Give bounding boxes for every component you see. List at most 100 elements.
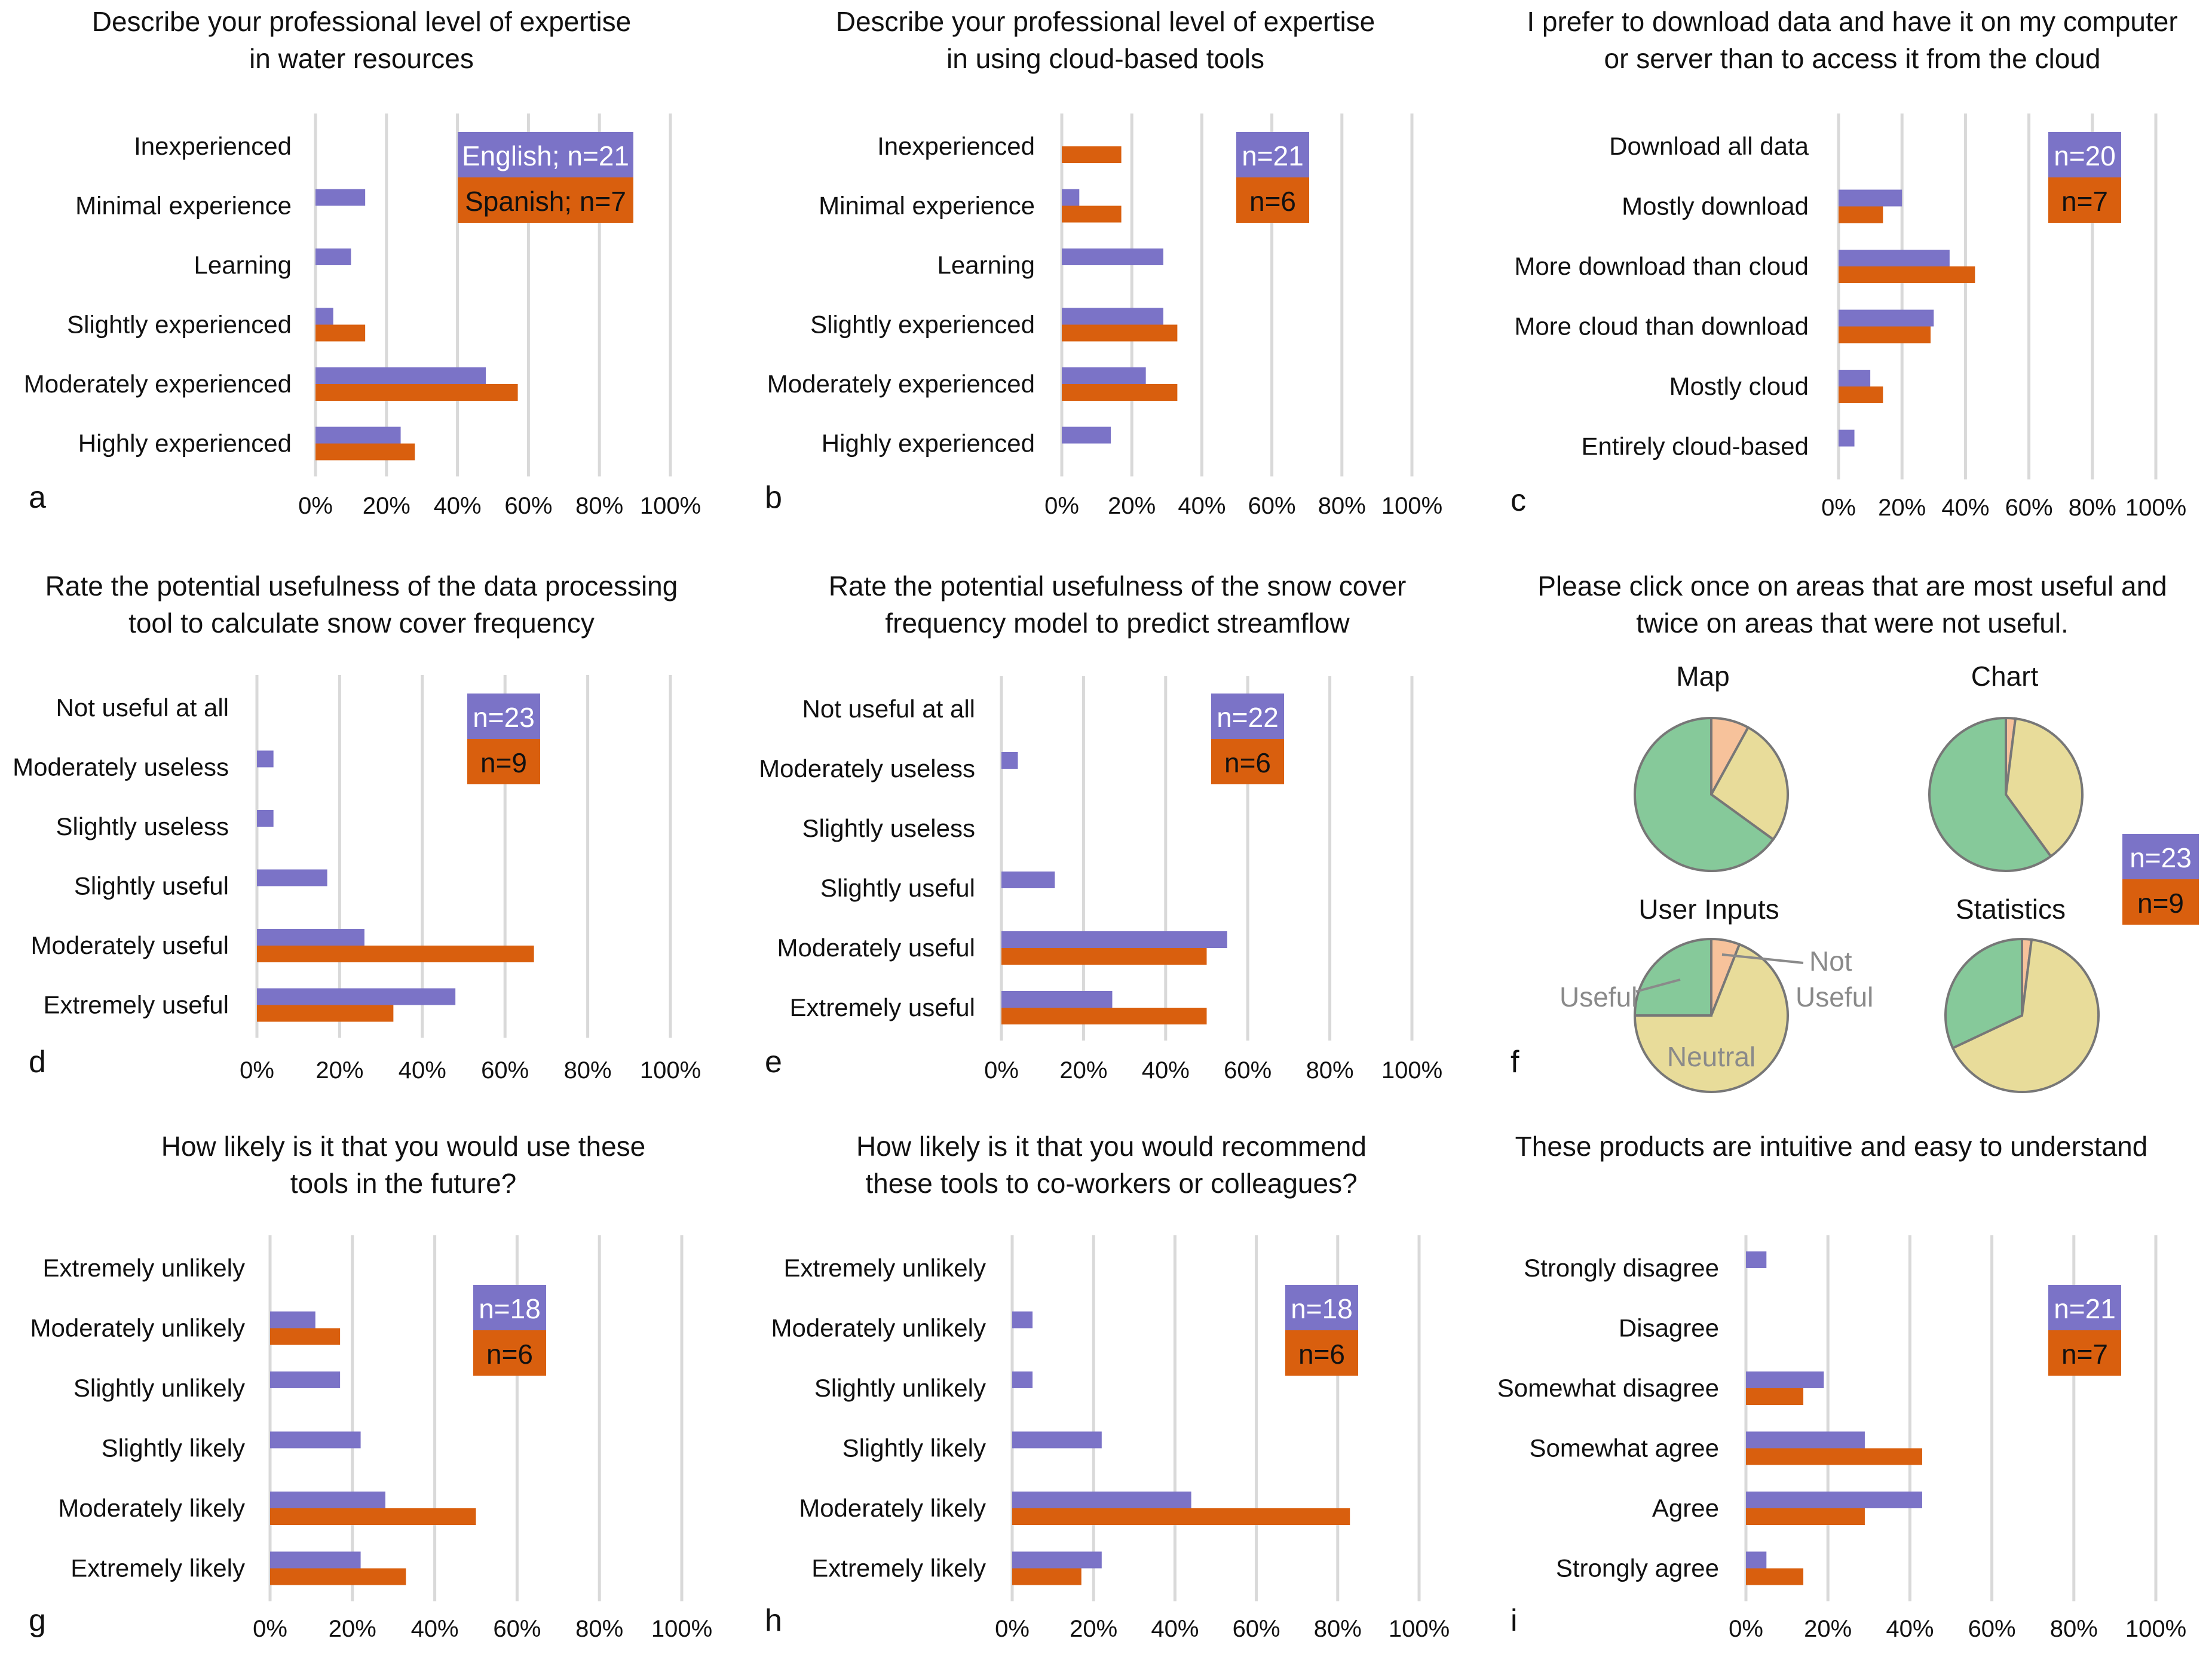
category-label: Learning [938,251,1035,279]
bar-english [257,750,274,768]
pie-annotation-not-useful: Useful [1796,981,1873,1012]
bar-spanish [315,324,366,342]
x-tick-label: 80% [575,1616,623,1642]
pie-title: Chart [1971,661,2039,692]
bar-english [315,189,366,206]
bar-spanish [1746,1508,1865,1525]
pie-slice-neutral [1951,938,2100,1093]
bar-spanish [270,1568,406,1585]
legend-spanish-swatch [2122,879,2199,925]
category-label: Slightly likely [102,1434,245,1462]
bar-spanish [1062,146,1122,163]
panel-label: i [1511,1603,1518,1638]
category-label: Moderately experienced [24,370,292,398]
bar-spanish [1839,206,1883,223]
bar-spanish [1839,326,1931,343]
bar-spanish [1839,266,1975,283]
panel-a: Describe your professional level of expe… [24,6,701,519]
legend-spanish-label: n=6 [486,1339,533,1370]
legend-english-label: n=21 [1242,140,1304,171]
legend-english-label: n=23 [473,702,535,733]
bar-spanish [1062,324,1178,342]
category-label: Moderately useless [759,754,975,783]
x-tick-label: 20% [1804,1616,1852,1642]
chart-title: Describe your professional level of expe… [92,6,632,37]
category-label: Moderately useful [30,931,229,959]
panel-label: a [29,480,46,515]
category-label: Extremely likely [71,1554,245,1582]
panel-f: Please click once on areas that are most… [1511,570,2199,1093]
bar-spanish [1062,384,1178,401]
chart-title: Please click once on areas that are most… [1537,570,2167,602]
panel-e: Rate the potential usefulness of the sno… [759,570,1442,1084]
pie-title: Map [1676,661,1729,692]
pie-annotation-not-useful: Not [1809,946,1852,977]
x-tick-label: 0% [1044,493,1079,519]
bar-english [1839,250,1950,266]
category-label: Moderately likely [58,1494,245,1522]
chart-title: Rate the potential usefulness of the sno… [829,570,1407,602]
legend-spanish-label: n=9 [2137,888,2184,919]
legend-english-swatch [2122,834,2199,879]
legend-english-swatch [1285,1285,1358,1330]
bar-english [270,1492,385,1508]
bar-english [1001,872,1055,888]
x-tick-label: 60% [1224,1057,1272,1084]
legend-english-label: n=23 [2130,842,2192,873]
x-tick-label: 40% [434,493,482,519]
legend-spanish-label: n=9 [480,747,527,778]
category-label: Slightly experienced [810,311,1035,339]
x-tick-label: 20% [1108,493,1156,519]
bar-english [1062,308,1163,325]
panel-c: I prefer to download data and have it on… [1511,6,2186,521]
x-tick-label: 100% [640,493,701,519]
chart-title: frequency model to predict streamflow [885,607,1350,639]
panel-label: d [29,1045,46,1079]
bar-english [270,1371,341,1388]
bar-spanish [1746,1388,1804,1405]
bar-english [257,869,327,886]
legend-spanish-label: n=7 [2061,186,2108,217]
bar-english [1012,1431,1102,1449]
legend-english-label: n=18 [1291,1293,1353,1324]
bar-spanish [1839,386,1883,403]
category-label: Disagree [1619,1314,1719,1342]
category-label: Somewhat agree [1529,1434,1719,1462]
legend-english-label: n=18 [479,1293,541,1324]
x-tick-label: 0% [984,1057,1019,1084]
category-label: Moderately likely [799,1494,986,1522]
category-label: Entirely cloud-based [1581,432,1809,461]
bar-english [315,426,401,444]
category-label: Extremely likely [811,1554,986,1582]
bar-english [1001,752,1018,769]
x-tick-label: 100% [651,1616,712,1642]
x-tick-label: 0% [1821,495,1856,521]
bar-english [1839,309,1934,327]
x-tick-label: 60% [1248,493,1296,519]
bar-spanish [1012,1508,1350,1525]
x-tick-label: 40% [1151,1616,1199,1642]
legend-english-swatch [458,132,633,177]
bar-english [1012,1311,1033,1328]
leader-line [1635,978,1681,993]
x-tick-label: 0% [240,1057,274,1084]
legend-spanish-swatch [467,739,540,784]
bar-spanish [315,384,518,401]
bar-english [1001,931,1227,948]
category-label: Highly experienced [822,429,1035,458]
legend-spanish-label: n=6 [1298,1339,1345,1370]
panel-h: How likely is it that you would recommen… [765,1131,1450,1642]
bar-spanish [270,1508,476,1525]
bar-spanish [315,443,415,461]
bar-spanish [257,946,534,962]
category-label: More cloud than download [1514,312,1809,340]
bar-spanish [1001,1008,1207,1024]
bar-spanish [1062,205,1122,223]
bar-english [1746,1492,1922,1508]
x-tick-label: 20% [1059,1057,1107,1084]
bar-spanish [1746,1448,1922,1465]
category-label: Slightly unlikely [814,1374,986,1402]
bar-english [1012,1492,1191,1508]
chart-title: twice on areas that were not useful. [1636,607,2069,639]
panel-label: f [1511,1045,1519,1079]
